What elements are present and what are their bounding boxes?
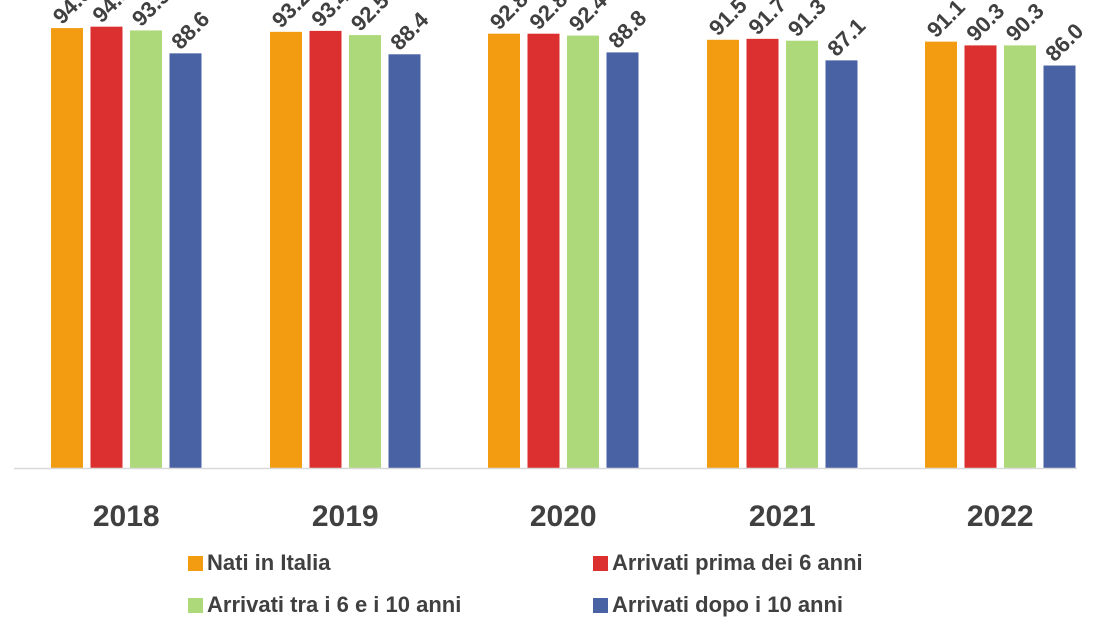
bar-2020-arrivati-prima-dei-6-anni <box>527 33 560 469</box>
legend: Nati in Italia Arrivati prima dei 6 anni… <box>0 540 1094 622</box>
data-label-2022-arrivati-prima-dei-6-anni: 90.3 <box>961 0 1009 46</box>
data-label-2022-nati-in-italia: 91.1 <box>922 0 970 42</box>
bar-2022-arrivati-prima-dei-6-anni <box>964 45 997 469</box>
legend-swatch-nati-in-italia <box>188 555 203 571</box>
x-tick-label-2019: 2019 <box>312 500 379 533</box>
bar-2019-arrivati-dopo-i-10-anni <box>388 54 421 469</box>
data-label-2019-arrivati-tra-i-6-e-i-10-anni: 92.5 <box>346 0 394 36</box>
data-label-2018-nati-in-italia: 94.0 <box>48 0 96 29</box>
legend-item-nati-in-italia: Nati in Italia <box>188 548 330 578</box>
bar-2021-arrivati-dopo-i-10-anni <box>825 60 858 468</box>
data-label-2018-arrivati-dopo-i-10-anni: 88.6 <box>166 6 214 54</box>
bar-chart: 94.094.393.588.6201893.293.492.588.42019… <box>14 0 1088 533</box>
bar-2019-arrivati-prima-dei-6-anni <box>309 30 342 468</box>
bar-2021-arrivati-tra-i-6-e-i-10-anni <box>786 40 818 468</box>
data-label-2020-arrivati-tra-i-6-e-i-10-anni: 92.4 <box>564 0 612 36</box>
legend-label-arrivati-prima-dei-6-anni: Arrivati prima dei 6 anni <box>612 550 863 575</box>
legend-label-arrivati-dopo-10-anni: Arrivati dopo i 10 anni <box>612 592 844 617</box>
legend-swatch-arrivati-tra-6-e-10-anni <box>188 597 203 613</box>
data-label-2020-arrivati-dopo-i-10-anni: 88.8 <box>603 5 651 53</box>
x-tick-label-2020: 2020 <box>530 500 597 533</box>
data-label-2018-arrivati-tra-i-6-e-i-10-anni: 93.5 <box>127 0 175 31</box>
bar-2018-arrivati-tra-i-6-e-i-10-anni <box>130 30 162 468</box>
data-label-2021-arrivati-dopo-i-10-anni: 87.1 <box>822 13 870 61</box>
bar-2021-nati-in-italia <box>707 39 739 468</box>
bar-2021-arrivati-prima-dei-6-anni <box>746 38 779 469</box>
legend-item-arrivati-tra-6-e-10-anni: Arrivati tra i 6 e i 10 anni <box>188 590 461 620</box>
x-tick-label-2022: 2022 <box>967 500 1034 533</box>
legend-swatch-arrivati-dopo-10-anni <box>593 597 608 613</box>
bar-2019-nati-in-italia <box>270 31 302 468</box>
x-tick-label-2021: 2021 <box>749 500 816 533</box>
data-label-2022-arrivati-dopo-i-10-anni: 86.0 <box>1040 18 1088 66</box>
bar-2018-arrivati-dopo-i-10-anni <box>169 53 202 469</box>
bar-2020-arrivati-dopo-i-10-anni <box>606 52 639 468</box>
legend-label-arrivati-tra-6-e-10-anni: Arrivati tra i 6 e i 10 anni <box>207 592 462 617</box>
legend-swatch-arrivati-prima-dei-6-anni <box>593 555 608 571</box>
data-label-2021-arrivati-tra-i-6-e-i-10-anni: 91.3 <box>783 0 831 42</box>
data-label-2022-arrivati-tra-i-6-e-i-10-anni: 90.3 <box>1001 0 1049 46</box>
bar-2019-arrivati-tra-i-6-e-i-10-anni <box>349 35 381 468</box>
legend-item-arrivati-prima-dei-6-anni: Arrivati prima dei 6 anni <box>593 548 863 578</box>
bar-2022-arrivati-tra-i-6-e-i-10-anni <box>1004 45 1036 469</box>
data-label-2021-arrivati-prima-dei-6-anni: 91.7 <box>743 0 791 40</box>
legend-label-nati-in-italia: Nati in Italia <box>207 550 331 575</box>
data-label-2019-arrivati-dopo-i-10-anni: 88.4 <box>385 7 433 55</box>
bar-2018-nati-in-italia <box>51 28 83 469</box>
bar-2022-arrivati-dopo-i-10-anni <box>1043 65 1076 469</box>
bar-2022-nati-in-italia <box>925 41 957 468</box>
bar-2018-arrivati-prima-dei-6-anni <box>90 26 123 469</box>
legend-item-arrivati-dopo-10-anni: Arrivati dopo i 10 anni <box>593 590 843 620</box>
bar-2020-nati-in-italia <box>488 33 520 469</box>
bar-2020-arrivati-tra-i-6-e-i-10-anni <box>567 35 599 469</box>
x-tick-label-2018: 2018 <box>93 500 160 533</box>
